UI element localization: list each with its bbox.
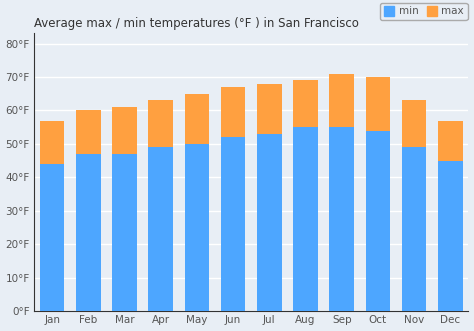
Bar	[365, 77, 390, 130]
Bar	[112, 154, 137, 311]
Bar	[293, 80, 318, 127]
Bar	[402, 147, 427, 311]
Bar	[257, 134, 282, 311]
Bar	[184, 94, 209, 144]
Bar	[184, 144, 209, 311]
Bar	[329, 73, 354, 127]
Bar	[40, 164, 64, 311]
Bar	[293, 127, 318, 311]
Bar	[257, 84, 282, 134]
Bar	[221, 87, 246, 137]
Bar	[40, 120, 64, 164]
Bar	[76, 154, 100, 311]
Bar	[112, 107, 137, 154]
Bar	[365, 130, 390, 311]
Bar	[402, 100, 427, 147]
Bar	[148, 100, 173, 147]
Bar	[438, 120, 463, 161]
Bar	[148, 147, 173, 311]
Bar	[438, 161, 463, 311]
Legend: min, max: min, max	[381, 3, 467, 20]
Bar	[329, 127, 354, 311]
Bar	[221, 137, 246, 311]
Text: Average max / min temperatures (°F ) in San Francisco: Average max / min temperatures (°F ) in …	[34, 17, 359, 29]
Bar	[76, 111, 100, 154]
